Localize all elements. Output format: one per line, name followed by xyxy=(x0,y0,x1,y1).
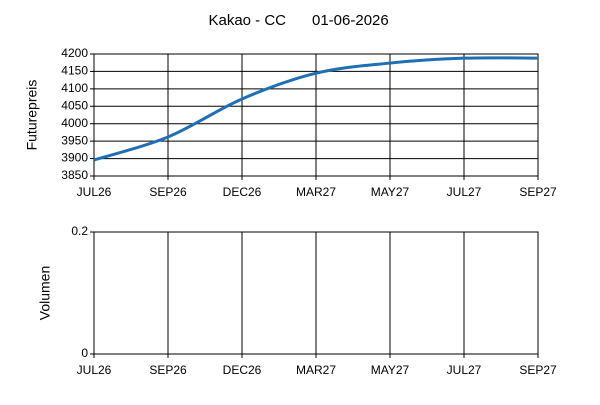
y-axis-label: Volumen xyxy=(37,266,53,320)
x-tick-label: SEP26 xyxy=(149,363,187,377)
y-tick-label: 4000 xyxy=(61,116,88,130)
x-tick-label: DEC26 xyxy=(223,363,262,377)
y-tick-label: 4050 xyxy=(61,98,88,112)
plot-frame xyxy=(93,53,539,177)
x-tick-label: JUL27 xyxy=(447,363,482,377)
chart-title: Kakao - CC xyxy=(208,12,286,29)
x-tick-label: SEP27 xyxy=(519,363,557,377)
x-tick-label: DEC26 xyxy=(223,185,262,199)
y-tick-label: 0 xyxy=(81,346,88,360)
y-tick-label: 4100 xyxy=(61,81,88,95)
x-tick-label: MAR27 xyxy=(296,185,336,199)
x-tick-label: SEP26 xyxy=(149,185,187,199)
x-tick-label: SEP27 xyxy=(519,185,557,199)
y-tick-label: 4200 xyxy=(61,46,88,60)
y-tick-label: 4150 xyxy=(61,64,88,78)
x-tick-label: MAR27 xyxy=(296,363,336,377)
y-tick-label: 3850 xyxy=(61,168,88,182)
x-tick-label: JUL26 xyxy=(77,185,112,199)
chart-subtitle: 01-06-2026 xyxy=(312,12,389,29)
price-line xyxy=(93,56,539,162)
x-tick-label: MAY27 xyxy=(371,185,410,199)
plot-frame xyxy=(93,231,539,355)
y-axis-label: Futurepreis xyxy=(24,80,40,151)
y-tick-label: 3950 xyxy=(61,133,88,147)
x-tick-label: MAY27 xyxy=(371,363,410,377)
y-tick-label: 3900 xyxy=(61,151,88,165)
y-tick-label: 0.2 xyxy=(71,224,88,238)
x-tick-label: JUL27 xyxy=(447,185,482,199)
x-tick-label: JUL26 xyxy=(77,363,112,377)
